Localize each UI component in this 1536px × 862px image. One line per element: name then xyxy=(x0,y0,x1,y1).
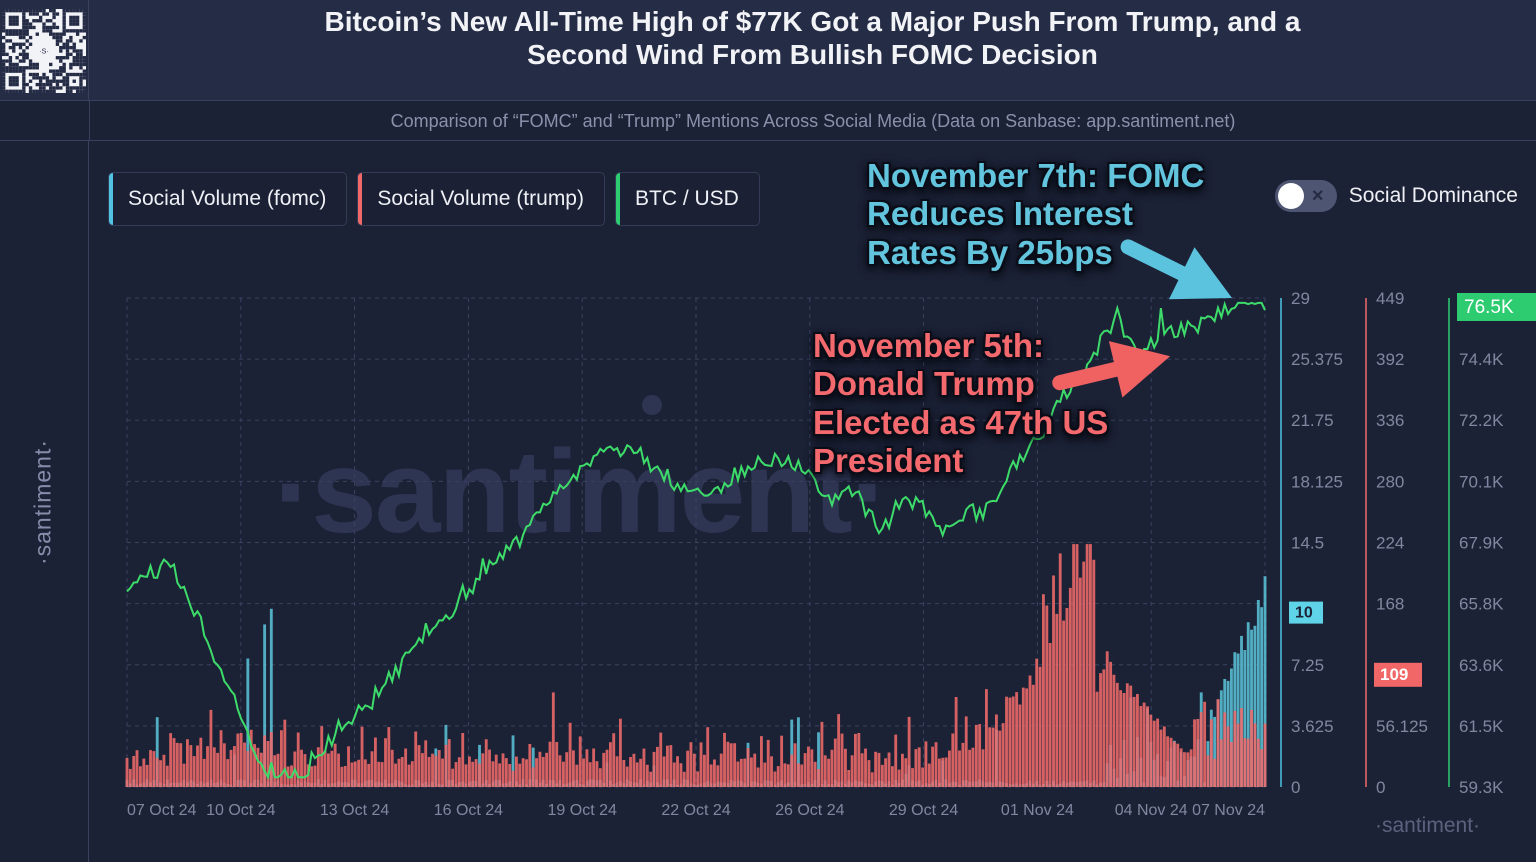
svg-text:·S·: ·S· xyxy=(39,46,49,55)
